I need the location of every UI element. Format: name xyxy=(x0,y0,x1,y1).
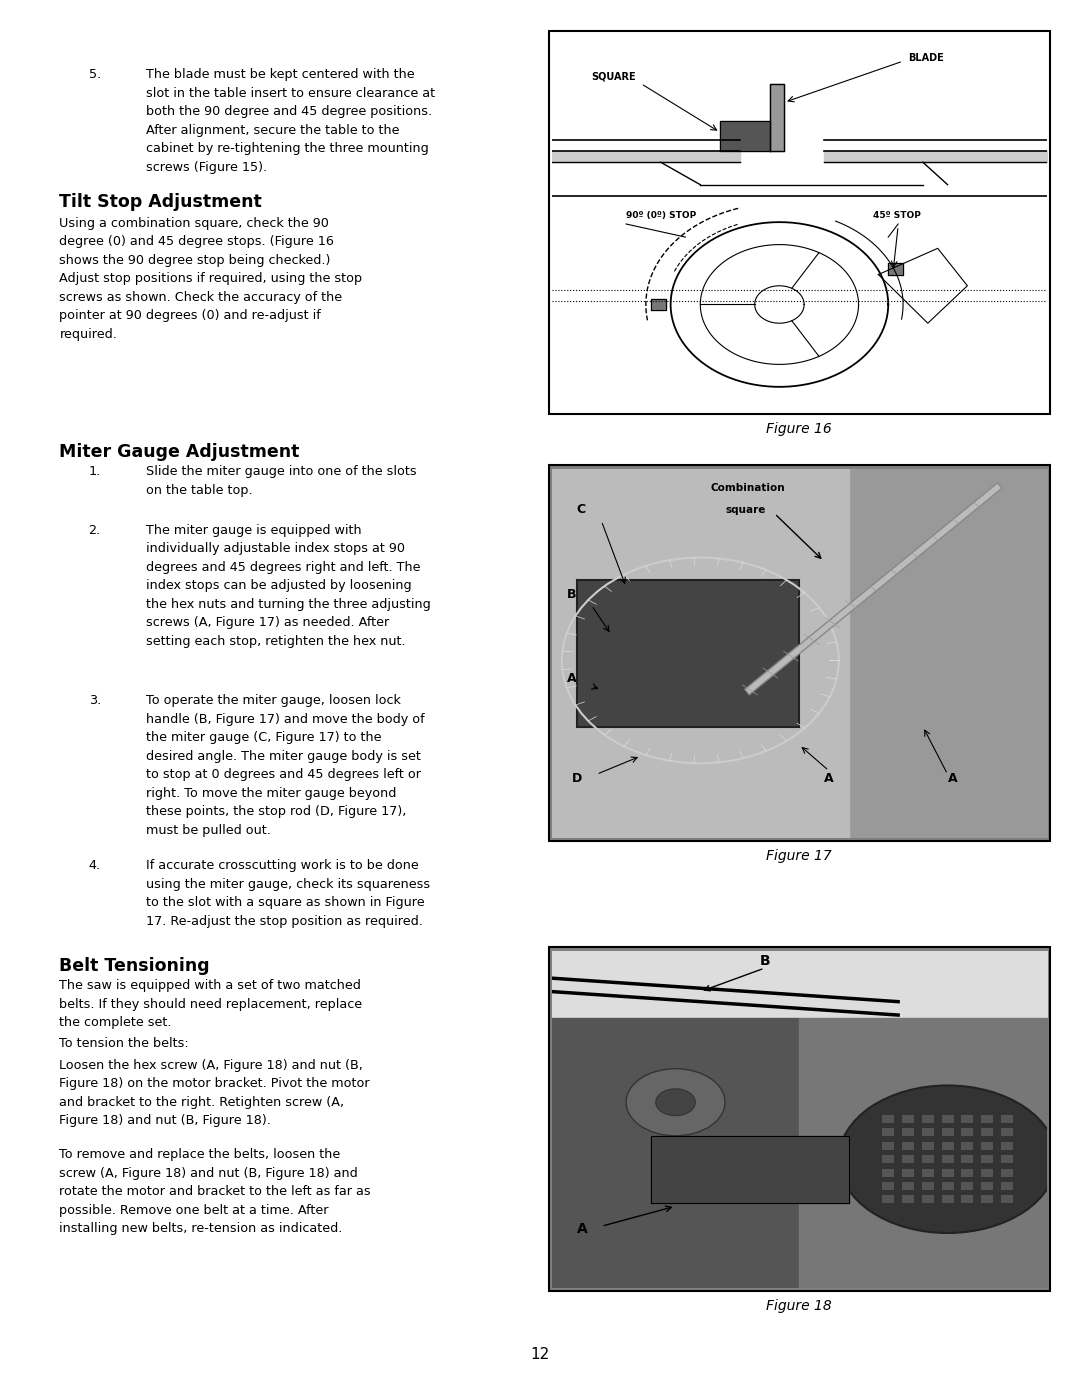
Bar xyxy=(882,1155,894,1164)
Bar xyxy=(1001,1169,1013,1176)
Bar xyxy=(961,1196,973,1203)
Text: The saw is equipped with a set of two matched
belts. If they should need replace: The saw is equipped with a set of two ma… xyxy=(59,979,363,1030)
Text: A: A xyxy=(577,1222,588,1236)
Bar xyxy=(922,1196,934,1203)
Bar xyxy=(942,1169,954,1176)
Bar xyxy=(882,1169,894,1176)
Bar xyxy=(922,1182,934,1190)
Text: To operate the miter gauge, loosen lock
handle (B, Figure 17) and move the body : To operate the miter gauge, loosen lock … xyxy=(146,694,424,837)
Bar xyxy=(902,1115,914,1123)
Text: 1.: 1. xyxy=(89,465,100,478)
Bar xyxy=(961,1141,973,1150)
Text: Slide the miter gauge into one of the slots
on the table top.: Slide the miter gauge into one of the sl… xyxy=(146,465,417,497)
Circle shape xyxy=(656,1088,696,1116)
Text: A: A xyxy=(947,771,957,785)
Bar xyxy=(882,1115,894,1123)
Bar xyxy=(902,1129,914,1136)
Bar xyxy=(942,1141,954,1150)
Bar xyxy=(902,1196,914,1203)
Bar xyxy=(882,1141,894,1150)
Bar xyxy=(922,1155,934,1164)
Bar xyxy=(902,1141,914,1150)
Bar xyxy=(982,1129,994,1136)
Text: D: D xyxy=(571,771,582,785)
Bar xyxy=(1001,1196,1013,1203)
Bar xyxy=(961,1129,973,1136)
Text: C: C xyxy=(577,503,585,517)
Text: BLADE: BLADE xyxy=(908,53,944,63)
Text: To tension the belts:: To tension the belts: xyxy=(59,1037,189,1049)
Text: B: B xyxy=(567,588,577,601)
Bar xyxy=(961,1182,973,1190)
Bar xyxy=(549,465,1050,841)
Bar xyxy=(942,1129,954,1136)
Bar xyxy=(982,1141,994,1150)
Text: If accurate crosscutting work is to be done
using the miter gauge, check its squ: If accurate crosscutting work is to be d… xyxy=(146,859,430,928)
Text: 5.: 5. xyxy=(89,68,100,81)
Text: Combination: Combination xyxy=(711,483,785,493)
Bar xyxy=(577,580,799,726)
Text: 90º (0º) STOP: 90º (0º) STOP xyxy=(626,211,697,221)
Circle shape xyxy=(626,1069,725,1136)
Bar xyxy=(922,1169,934,1176)
Bar xyxy=(1001,1129,1013,1136)
Text: Belt Tensioning: Belt Tensioning xyxy=(59,957,210,975)
Text: Tilt Stop Adjustment: Tilt Stop Adjustment xyxy=(59,193,262,211)
Text: 12: 12 xyxy=(530,1347,550,1362)
Text: The miter gauge is equipped with
individually adjustable index stops at 90
degre: The miter gauge is equipped with individ… xyxy=(146,524,431,648)
Bar xyxy=(961,1169,973,1176)
Bar xyxy=(942,1196,954,1203)
Bar xyxy=(902,1169,914,1176)
Text: Loosen the hex screw (A, Figure 18) and nut (B,
Figure 18) on the motor bracket.: Loosen the hex screw (A, Figure 18) and … xyxy=(59,1059,370,1127)
Bar xyxy=(1001,1182,1013,1190)
Bar xyxy=(549,947,1050,1291)
Text: 45º STOP: 45º STOP xyxy=(874,211,921,221)
Text: To remove and replace the belts, loosen the
screw (A, Figure 18) and nut (B, Fig: To remove and replace the belts, loosen … xyxy=(59,1148,372,1235)
Bar xyxy=(549,31,1050,414)
Bar xyxy=(961,1115,973,1123)
Text: A: A xyxy=(824,771,834,785)
Text: Figure 16: Figure 16 xyxy=(767,422,832,436)
Bar xyxy=(942,1182,954,1190)
Bar xyxy=(942,1155,954,1164)
Text: Using a combination square, check the 90
degree (0) and 45 degree stops. (Figure: Using a combination square, check the 90… xyxy=(59,217,363,341)
Text: 2.: 2. xyxy=(89,524,100,536)
Bar xyxy=(922,1115,934,1123)
Text: B: B xyxy=(759,954,770,968)
Bar xyxy=(922,1141,934,1150)
Text: The blade must be kept centered with the
slot in the table insert to ensure clea: The blade must be kept centered with the… xyxy=(146,68,435,175)
Bar xyxy=(1001,1155,1013,1164)
Bar xyxy=(882,1129,894,1136)
Text: square: square xyxy=(725,506,766,515)
Circle shape xyxy=(839,1085,1056,1234)
Text: 3.: 3. xyxy=(89,694,100,707)
Bar xyxy=(1001,1141,1013,1150)
Bar xyxy=(902,1182,914,1190)
Text: 4.: 4. xyxy=(89,859,100,872)
Bar xyxy=(982,1115,994,1123)
Bar xyxy=(922,1129,934,1136)
Bar xyxy=(961,1155,973,1164)
Bar xyxy=(982,1182,994,1190)
Text: Miter Gauge Adjustment: Miter Gauge Adjustment xyxy=(59,443,300,461)
Text: Figure 18: Figure 18 xyxy=(767,1299,832,1313)
Bar xyxy=(942,1115,954,1123)
Text: A: A xyxy=(567,672,577,686)
Text: SQUARE: SQUARE xyxy=(592,71,636,82)
Bar xyxy=(982,1155,994,1164)
Bar xyxy=(902,1155,914,1164)
Text: Figure 17: Figure 17 xyxy=(767,849,832,863)
Bar xyxy=(982,1196,994,1203)
Bar xyxy=(882,1182,894,1190)
Bar xyxy=(982,1169,994,1176)
Bar xyxy=(882,1196,894,1203)
Bar xyxy=(1001,1115,1013,1123)
